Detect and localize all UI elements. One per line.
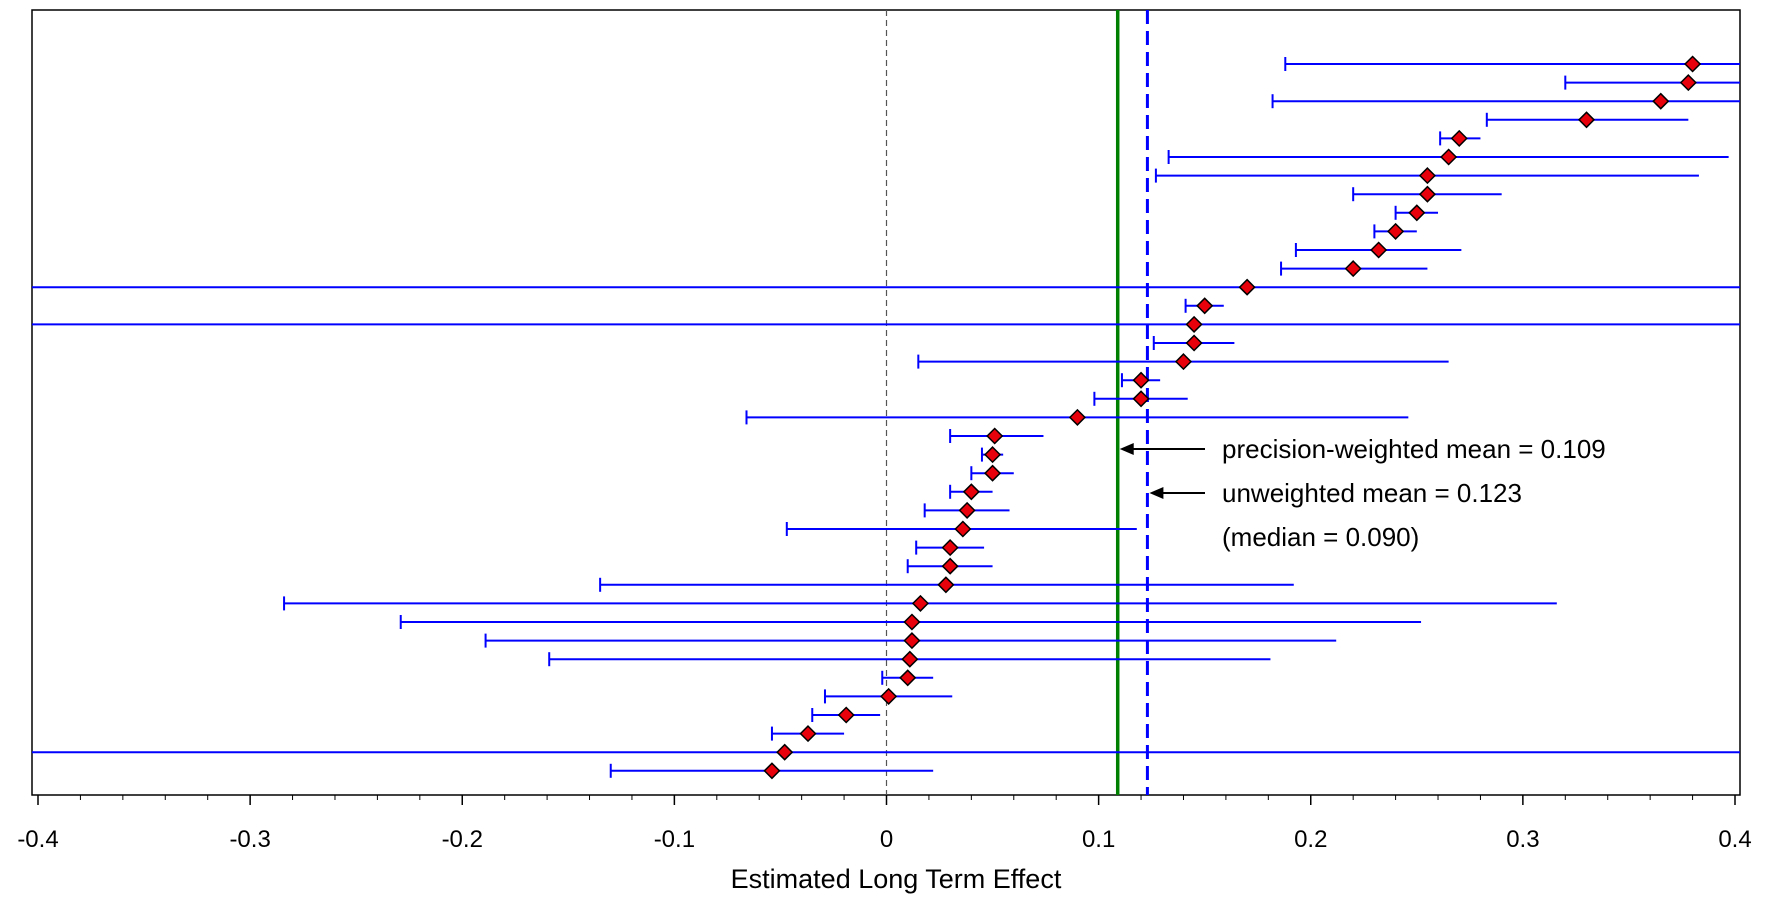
estimate-marker (941, 557, 959, 575)
x-tick-label: 0.2 (1294, 826, 1327, 853)
estimate-marker (1577, 111, 1596, 129)
estimate-marker (903, 632, 921, 650)
estimate-marker (1344, 260, 1362, 278)
estimate-marker (880, 687, 898, 705)
estimate-marker (903, 613, 921, 631)
x-tick-label: -0.4 (17, 826, 58, 853)
estimate-marker (776, 743, 794, 761)
estimate-marker (1132, 390, 1150, 408)
estimate-marker (986, 427, 1004, 445)
x-tick-label: 0.4 (1718, 826, 1751, 853)
estimate-marker (937, 576, 955, 594)
estimate-marker (941, 539, 959, 557)
estimate-marker (1418, 185, 1436, 203)
estimate-marker (984, 464, 1002, 482)
estimate-marker (1370, 241, 1388, 259)
estimate-marker (1238, 278, 1256, 296)
estimate-marker (911, 594, 930, 612)
estimate-marker (1440, 148, 1458, 166)
estimate-marker (763, 762, 781, 780)
weighted-mean-label: precision-weighted mean = 0.109 (1222, 434, 1606, 464)
x-tick-label: 0.1 (1082, 826, 1115, 853)
estimate-marker (901, 650, 919, 668)
unweighted-mean-arrowhead (1149, 487, 1164, 499)
estimate-marker (1684, 55, 1702, 73)
x-tick-label: -0.3 (229, 826, 270, 853)
median-label: (median = 0.090) (1222, 522, 1419, 552)
unweighted-mean-label: unweighted mean = 0.123 (1222, 478, 1522, 508)
estimate-marker (1185, 315, 1203, 333)
estimate-marker (799, 725, 817, 743)
x-tick-label: 0 (880, 826, 893, 853)
estimate-marker (1196, 297, 1214, 315)
x-tick-label: 0.3 (1506, 826, 1539, 853)
estimate-marker (1068, 408, 1086, 426)
estimate-marker (1387, 222, 1405, 240)
estimate-marker (837, 706, 855, 724)
x-tick-label: -0.2 (442, 826, 483, 853)
estimate-marker (1652, 92, 1670, 110)
x-axis-title: Estimated Long Term Effect (731, 864, 1062, 894)
estimate-marker (958, 501, 976, 519)
estimate-marker (1185, 334, 1203, 352)
estimate-marker (984, 446, 1002, 464)
weighted-mean-arrowhead (1119, 443, 1134, 455)
x-tick-label: -0.1 (654, 826, 695, 853)
mean-annotations: precision-weighted mean = 0.109 unweight… (1119, 434, 1606, 552)
estimate-marker (899, 669, 917, 687)
x-axis-ticks (37, 795, 1736, 805)
estimate-marker (1679, 74, 1697, 92)
estimate-marker (1408, 204, 1426, 222)
x-tick-labels: -0.4 -0.3 -0.2 -0.1 0 0.1 0.2 0.3 0.4 (17, 826, 1751, 853)
estimate-marker (954, 520, 972, 538)
estimate-markers (763, 55, 1702, 780)
estimate-marker (1132, 371, 1150, 389)
estimate-marker (1174, 353, 1193, 371)
estimate-marker (1418, 167, 1436, 185)
estimate-marker (1450, 129, 1468, 147)
reference-lines (885, 10, 1149, 795)
estimate-marker (962, 483, 980, 501)
